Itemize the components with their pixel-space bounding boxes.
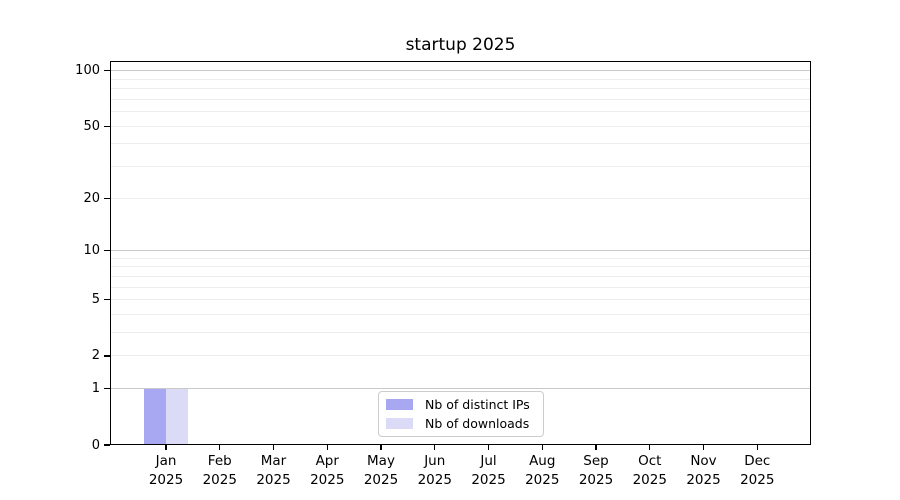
y-tick-mark xyxy=(104,388,110,390)
x-tick-mark xyxy=(702,445,705,450)
minor-gridline xyxy=(110,78,811,80)
bar xyxy=(144,388,166,445)
x-tick-month: Jan xyxy=(155,453,177,469)
x-tick-year: 2025 xyxy=(525,472,560,488)
y-tick-label: 10 xyxy=(83,243,100,259)
bar xyxy=(166,388,188,445)
x-tick-label: Jan 2025 xyxy=(136,452,196,490)
x-tick-year: 2025 xyxy=(148,472,184,488)
x-tick-year: 2025 xyxy=(578,472,614,488)
x-tick-label: Mar 2025 xyxy=(244,452,304,490)
y-tick-label: 2 xyxy=(91,348,100,364)
x-tick-mark xyxy=(756,445,758,450)
x-tick-mark xyxy=(649,445,651,450)
x-tick-year: 2025 xyxy=(686,472,721,488)
x-tick-label: Dec 2025 xyxy=(727,452,787,490)
minor-gridline xyxy=(110,88,811,90)
x-tick-label: Sep 2025 xyxy=(566,452,626,490)
legend-item: Nb of downloads xyxy=(379,416,543,432)
plot-area: Nb of distinct IPs Nb of downloads xyxy=(110,61,811,445)
x-tick-label: Feb 2025 xyxy=(190,452,250,490)
x-tick-mark xyxy=(595,445,597,450)
minor-gridline xyxy=(110,266,811,268)
x-tick-label: Nov 2025 xyxy=(674,452,734,490)
x-tick-year: 2025 xyxy=(740,472,775,488)
minor-gridline xyxy=(110,332,811,334)
y-tick-label: 20 xyxy=(83,190,100,206)
y-tick-label: 5 xyxy=(91,292,100,308)
major-gridline xyxy=(110,250,811,252)
x-tick-month: Aug xyxy=(529,453,556,469)
minor-gridline xyxy=(110,125,811,127)
x-tick-mark xyxy=(380,445,382,450)
x-tick-year: 2025 xyxy=(632,472,667,488)
x-tick-month: Mar xyxy=(260,453,287,469)
minor-gridline xyxy=(110,355,811,357)
x-tick-mark xyxy=(487,445,490,450)
minor-gridline xyxy=(110,98,811,100)
minor-gridline xyxy=(110,314,811,315)
y-tick-mark xyxy=(104,125,110,127)
legend-label: Nb of distinct IPs xyxy=(425,397,530,412)
x-tick-year: 2025 xyxy=(202,472,237,488)
x-tick-month: Jun xyxy=(424,453,446,469)
x-tick-year: 2025 xyxy=(363,472,399,488)
x-tick-month: Jul xyxy=(480,453,497,469)
major-gridline xyxy=(110,70,811,72)
x-tick-year: 2025 xyxy=(417,472,452,488)
x-tick-mark xyxy=(434,445,436,450)
legend-item: Nb of distinct IPs xyxy=(379,397,543,413)
legend-swatch xyxy=(386,418,413,429)
y-tick-mark xyxy=(104,444,110,446)
x-tick-month: Sep xyxy=(583,453,609,469)
x-tick-month: Nov xyxy=(690,453,717,469)
major-gridline xyxy=(110,388,811,390)
x-tick-label: May 2025 xyxy=(351,452,411,490)
y-tick-mark xyxy=(104,299,110,301)
x-tick-year: 2025 xyxy=(471,472,506,488)
x-tick-year: 2025 xyxy=(256,472,291,488)
minor-gridline xyxy=(110,257,811,259)
legend: Nb of distinct IPs Nb of downloads xyxy=(378,391,544,437)
y-tick-mark xyxy=(104,355,110,357)
minor-gridline xyxy=(110,286,811,288)
x-tick-month: Apr xyxy=(315,453,339,469)
x-tick-mark xyxy=(326,445,328,450)
x-tick-label: Jul 2025 xyxy=(459,452,519,490)
x-tick-label: Jun 2025 xyxy=(405,452,465,490)
x-tick-mark xyxy=(165,445,167,450)
x-tick-month: Dec xyxy=(744,453,771,469)
x-tick-mark xyxy=(272,445,275,450)
x-tick-mark xyxy=(219,445,221,450)
legend-swatch xyxy=(386,399,413,410)
x-tick-label: Apr 2025 xyxy=(297,452,357,490)
y-tick-label: 0 xyxy=(91,437,100,453)
y-tick-mark xyxy=(104,70,110,72)
chart-title: startup 2025 xyxy=(405,35,516,55)
minor-gridline xyxy=(110,166,811,168)
minor-gridline xyxy=(110,299,811,301)
minor-gridline xyxy=(110,143,811,145)
x-tick-month: Feb xyxy=(207,453,232,469)
y-tick-mark xyxy=(104,249,110,252)
minor-gridline xyxy=(110,111,811,113)
x-tick-year: 2025 xyxy=(310,472,345,488)
y-tick-label: 50 xyxy=(83,118,100,134)
x-tick-mark xyxy=(541,445,543,450)
x-tick-month: Oct xyxy=(638,453,662,469)
x-tick-month: May xyxy=(367,453,395,469)
x-tick-label: Oct 2025 xyxy=(620,452,680,490)
minor-gridline xyxy=(110,275,811,277)
y-tick-label: 1 xyxy=(91,381,100,397)
y-tick-label: 100 xyxy=(75,63,100,79)
y-tick-mark xyxy=(104,197,110,199)
x-tick-label: Aug 2025 xyxy=(512,452,572,490)
legend-label: Nb of downloads xyxy=(425,416,530,431)
minor-gridline xyxy=(110,197,811,199)
